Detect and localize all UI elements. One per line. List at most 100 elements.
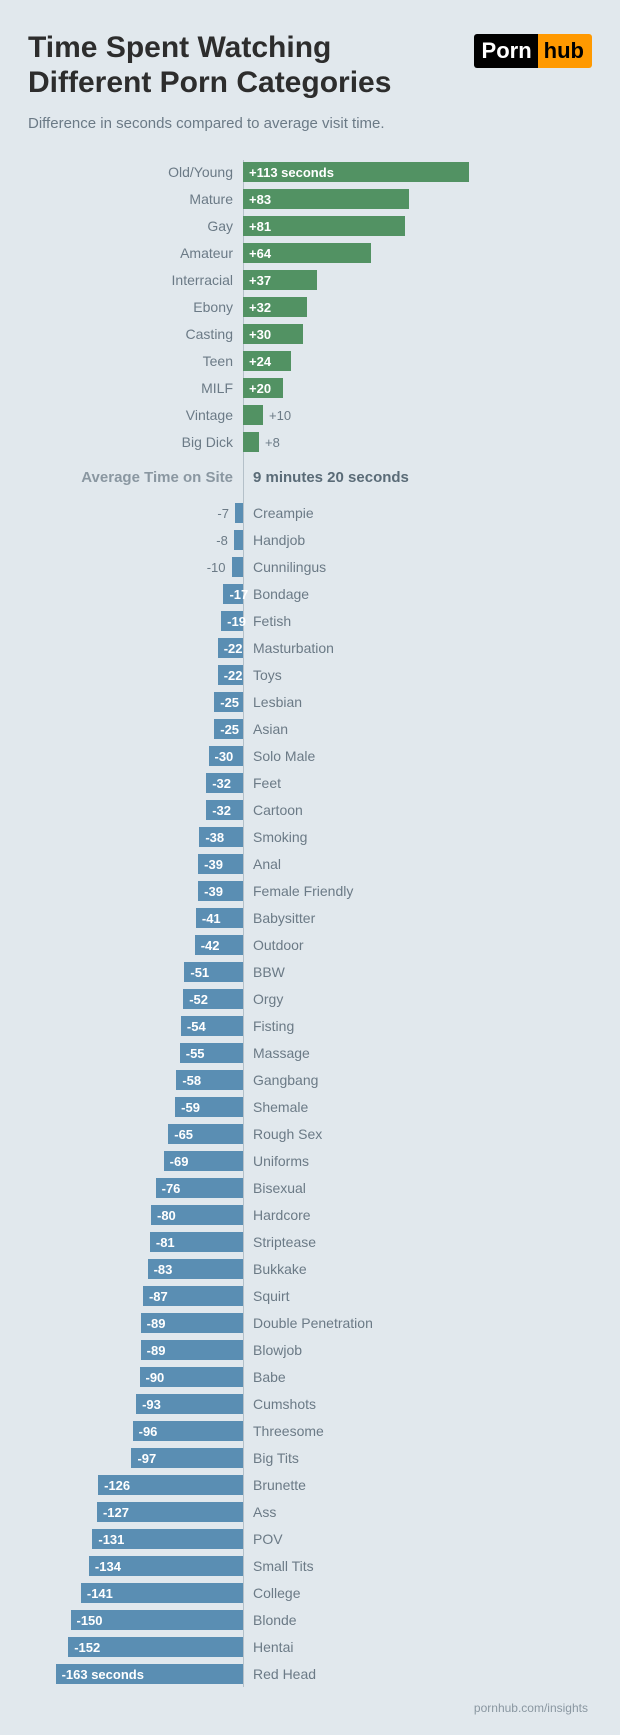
bar-wrap: -30 [28, 746, 243, 766]
title-line-2: Different Porn Categories [28, 66, 391, 99]
category-label: Threesome [243, 1423, 592, 1439]
bar: -152 [68, 1637, 243, 1657]
bar-row: -93Cumshots [28, 1392, 592, 1417]
bar-wrap: -8 [28, 530, 243, 550]
bar: -10 [232, 557, 244, 577]
bar-row: -51BBW [28, 960, 592, 985]
category-label: Interracial [28, 272, 243, 288]
bar-row: -22Masturbation [28, 636, 592, 661]
brand-logo: Pornhub [474, 34, 592, 68]
bar-wrap: -97 [28, 1448, 243, 1468]
bar-wrap: +81 [243, 216, 592, 236]
bar-wrap: -42 [28, 935, 243, 955]
category-label: Outdoor [243, 937, 592, 953]
bar-row: -90Babe [28, 1365, 592, 1390]
bar: -141 [81, 1583, 243, 1603]
category-label: Teen [28, 353, 243, 369]
bar: -55 [180, 1043, 243, 1063]
avg-label: Average Time on Site [28, 469, 243, 486]
bar: -22 [218, 665, 243, 685]
category-label: Ebony [28, 299, 243, 315]
bar-row: Ebony+32 [28, 295, 592, 320]
bar: -51 [184, 962, 243, 982]
chart-title: Time Spent Watching Different Porn Categ… [28, 30, 391, 101]
bar-row: -65Rough Sex [28, 1122, 592, 1147]
bar-wrap: -89 [28, 1340, 243, 1360]
bar-row: Teen+24 [28, 349, 592, 374]
average-row: Average Time on Site9 minutes 20 seconds [28, 461, 592, 495]
bar: -58 [176, 1070, 243, 1090]
category-label: Brunette [243, 1477, 592, 1493]
category-label: Red Head [243, 1666, 592, 1682]
bar-row: -69Uniforms [28, 1149, 592, 1174]
bar: +81 [243, 216, 405, 236]
bar-row: -80Hardcore [28, 1203, 592, 1228]
bar: -22 [218, 638, 243, 658]
bar: -52 [183, 989, 243, 1009]
bar-row: -42Outdoor [28, 933, 592, 958]
bar: -81 [150, 1232, 243, 1252]
title-line-1: Time Spent Watching [28, 31, 331, 64]
bar: -89 [141, 1313, 243, 1333]
bar: -19 [221, 611, 243, 631]
infographic-container: Time Spent Watching Different Porn Categ… [0, 0, 620, 1735]
bar: -42 [195, 935, 243, 955]
bar-row: -81Striptease [28, 1230, 592, 1255]
bar-wrap: -83 [28, 1259, 243, 1279]
bar: -150 [71, 1610, 244, 1630]
bar: +83 [243, 189, 409, 209]
category-label: MILF [28, 380, 243, 396]
bar-wrap: +37 [243, 270, 592, 290]
bar-wrap: -141 [28, 1583, 243, 1603]
bar-row: -76Bisexual [28, 1176, 592, 1201]
logo-left: Porn [474, 34, 538, 68]
bar-row: -25Asian [28, 717, 592, 742]
category-label: Babysitter [243, 910, 592, 926]
bar: -163 seconds [56, 1664, 243, 1684]
bar-wrap: +30 [243, 324, 592, 344]
bar: -126 [98, 1475, 243, 1495]
bar-wrap: -65 [28, 1124, 243, 1144]
bar: +24 [243, 351, 291, 371]
bar-wrap: -54 [28, 1016, 243, 1036]
category-label: Lesbian [243, 694, 592, 710]
bar-wrap: -90 [28, 1367, 243, 1387]
bar: +37 [243, 270, 317, 290]
bar: -17 [223, 584, 243, 604]
bar-wrap: -7 [28, 503, 243, 523]
bar-wrap: +64 [243, 243, 592, 263]
bar-row: -8Handjob [28, 528, 592, 553]
bar-row: Mature+83 [28, 187, 592, 212]
bar-row: -7Creampie [28, 501, 592, 526]
category-label: Ass [243, 1504, 592, 1520]
bar: -8 [234, 530, 243, 550]
bar-wrap: -69 [28, 1151, 243, 1171]
category-label: Blonde [243, 1612, 592, 1628]
bar-wrap: -131 [28, 1529, 243, 1549]
category-label: Uniforms [243, 1153, 592, 1169]
bar-wrap: -59 [28, 1097, 243, 1117]
bar: -134 [89, 1556, 243, 1576]
bar-row: Amateur+64 [28, 241, 592, 266]
bar: -87 [143, 1286, 243, 1306]
bar-wrap: -51 [28, 962, 243, 982]
bar-row: -32Feet [28, 771, 592, 796]
bar: -96 [133, 1421, 243, 1441]
bar-wrap: -134 [28, 1556, 243, 1576]
bar: -30 [209, 746, 244, 766]
bar-row: -58Gangbang [28, 1068, 592, 1093]
bar: -65 [168, 1124, 243, 1144]
category-label: Small Tits [243, 1558, 592, 1574]
bar-wrap: -163 seconds [28, 1664, 243, 1684]
category-label: Hentai [243, 1639, 592, 1655]
category-label: College [243, 1585, 592, 1601]
bar: -39 [198, 881, 243, 901]
bar-wrap: +32 [243, 297, 592, 317]
bar: -83 [148, 1259, 243, 1279]
bar-wrap: -152 [28, 1637, 243, 1657]
category-label: Cumshots [243, 1396, 592, 1412]
category-label: Masturbation [243, 640, 592, 656]
category-label: Squirt [243, 1288, 592, 1304]
bar-wrap: +20 [243, 378, 592, 398]
bar-wrap: -58 [28, 1070, 243, 1090]
